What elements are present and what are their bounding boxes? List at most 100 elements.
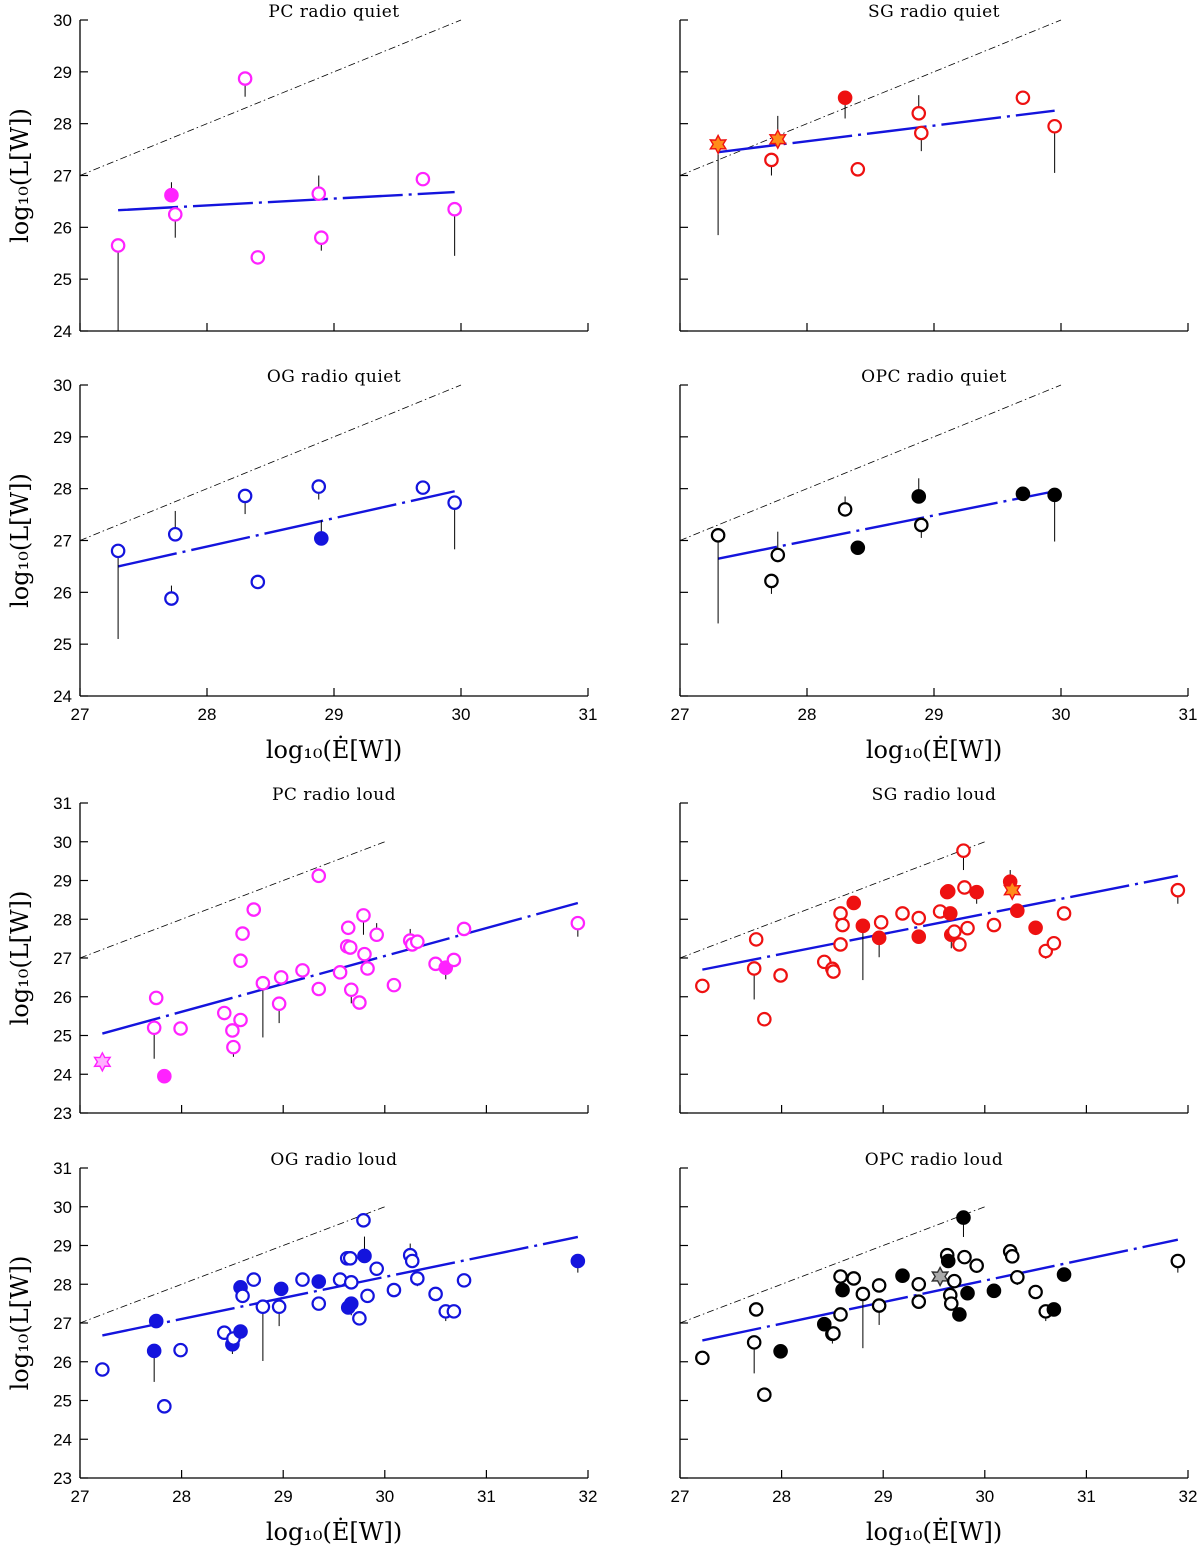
filled-point bbox=[952, 1307, 967, 1322]
open-point bbox=[311, 479, 327, 494]
filled-point bbox=[940, 884, 956, 899]
open-point bbox=[710, 528, 726, 543]
x-tick-label: 28 bbox=[798, 705, 817, 724]
filled-point bbox=[911, 489, 927, 504]
filled-point bbox=[986, 1283, 1002, 1299]
filled-point bbox=[969, 884, 984, 900]
open-point bbox=[913, 125, 929, 141]
panel-opc-loud: 27 28 29 30 31 32 OPC radio loud log₁₀(Ė[W]) bbox=[671, 1150, 1198, 1546]
filled-point bbox=[357, 1248, 372, 1264]
open-point bbox=[356, 908, 371, 923]
open-point bbox=[1028, 1284, 1043, 1300]
panel-pc-loud: 23 24 25 26 27 28 29 30 31 PC radio loud log₁₀(L[W… bbox=[6, 785, 589, 1123]
open-point bbox=[386, 977, 402, 993]
fit-line bbox=[702, 874, 1179, 971]
open-point bbox=[570, 915, 586, 931]
open-point bbox=[164, 591, 179, 606]
y-tick-label: 29 bbox=[53, 872, 72, 891]
open-point bbox=[369, 1261, 384, 1277]
limit-line bbox=[679, 384, 1062, 541]
open-point bbox=[911, 1276, 927, 1292]
open-point bbox=[850, 161, 866, 177]
open-point bbox=[343, 982, 359, 998]
filled-point bbox=[850, 540, 866, 556]
panel-title: PC radio quiet bbox=[268, 2, 399, 22]
open-point bbox=[173, 1021, 188, 1036]
x-tick-label: 31 bbox=[477, 1487, 496, 1506]
x-tick-label: 29 bbox=[325, 705, 344, 724]
x-axis-label: log₁₀(Ė[W]) bbox=[266, 735, 402, 764]
open-point bbox=[911, 910, 927, 926]
open-point bbox=[837, 502, 853, 517]
filled-point bbox=[1028, 920, 1043, 936]
open-point bbox=[746, 961, 762, 976]
open-point bbox=[360, 1288, 375, 1304]
fit-line bbox=[702, 1238, 1179, 1342]
y-tick-label: 31 bbox=[53, 794, 72, 813]
open-point bbox=[1056, 906, 1072, 921]
y-tick-label: 30 bbox=[53, 376, 72, 395]
open-point bbox=[233, 953, 248, 969]
x-tick-label: 29 bbox=[874, 1487, 893, 1506]
open-point bbox=[835, 917, 850, 933]
open-point bbox=[447, 201, 462, 217]
open-point bbox=[456, 921, 472, 937]
star-marker bbox=[930, 1265, 950, 1288]
filled-point bbox=[846, 895, 862, 911]
open-point bbox=[943, 1296, 959, 1311]
open-point bbox=[360, 961, 375, 976]
filled-point bbox=[837, 90, 853, 106]
filled-point bbox=[311, 1274, 327, 1289]
y-tick-label: 23 bbox=[53, 1104, 72, 1123]
open-point bbox=[357, 946, 372, 962]
limit-line bbox=[79, 1206, 385, 1324]
filled-point bbox=[871, 930, 887, 946]
x-tick-label: 31 bbox=[1179, 705, 1198, 724]
star-marker bbox=[709, 133, 728, 155]
open-point bbox=[764, 573, 779, 589]
open-point bbox=[342, 1250, 358, 1266]
filled-point bbox=[895, 1268, 910, 1284]
open-point bbox=[1170, 1253, 1186, 1269]
y-tick-label: 31 bbox=[53, 1159, 72, 1178]
star-marker bbox=[768, 128, 787, 150]
y-tick-label: 24 bbox=[53, 1430, 72, 1449]
filled-point bbox=[164, 187, 179, 203]
open-point bbox=[446, 1304, 462, 1319]
panel-title: OPC radio quiet bbox=[861, 367, 1007, 387]
open-point bbox=[956, 843, 971, 858]
y-tick-label: 23 bbox=[53, 1469, 72, 1488]
open-point bbox=[746, 1335, 762, 1350]
open-point bbox=[826, 964, 841, 979]
x-tick-label: 30 bbox=[452, 705, 471, 724]
fit-line bbox=[717, 109, 1055, 154]
open-point bbox=[757, 1011, 772, 1027]
open-point bbox=[110, 238, 126, 253]
y-tick-label: 29 bbox=[53, 63, 72, 82]
open-point bbox=[342, 940, 358, 955]
y-tick-label: 29 bbox=[53, 428, 72, 447]
open-point bbox=[250, 250, 266, 265]
open-point bbox=[695, 978, 710, 994]
y-tick-label: 24 bbox=[53, 322, 72, 341]
open-point bbox=[332, 965, 348, 980]
open-point bbox=[446, 952, 462, 968]
open-point bbox=[146, 1020, 162, 1036]
x-axis-label: log₁₀(Ė[W]) bbox=[866, 1517, 1002, 1546]
limit-line bbox=[79, 19, 462, 176]
open-point bbox=[415, 480, 431, 495]
open-point bbox=[1015, 90, 1031, 106]
open-point bbox=[764, 152, 779, 168]
y-tick-label: 29 bbox=[53, 1237, 72, 1256]
y-tick-label: 26 bbox=[53, 1353, 72, 1372]
open-point bbox=[456, 1273, 472, 1288]
x-tick-label: 32 bbox=[579, 1487, 598, 1506]
open-point bbox=[873, 915, 889, 930]
filled-point bbox=[960, 1285, 975, 1301]
open-point bbox=[311, 186, 327, 201]
y-tick-label: 26 bbox=[53, 988, 72, 1007]
x-tick-label: 30 bbox=[375, 1487, 394, 1506]
y-tick-label: 27 bbox=[53, 167, 72, 186]
y-tick-label: 28 bbox=[53, 910, 72, 929]
open-point bbox=[957, 1249, 972, 1265]
